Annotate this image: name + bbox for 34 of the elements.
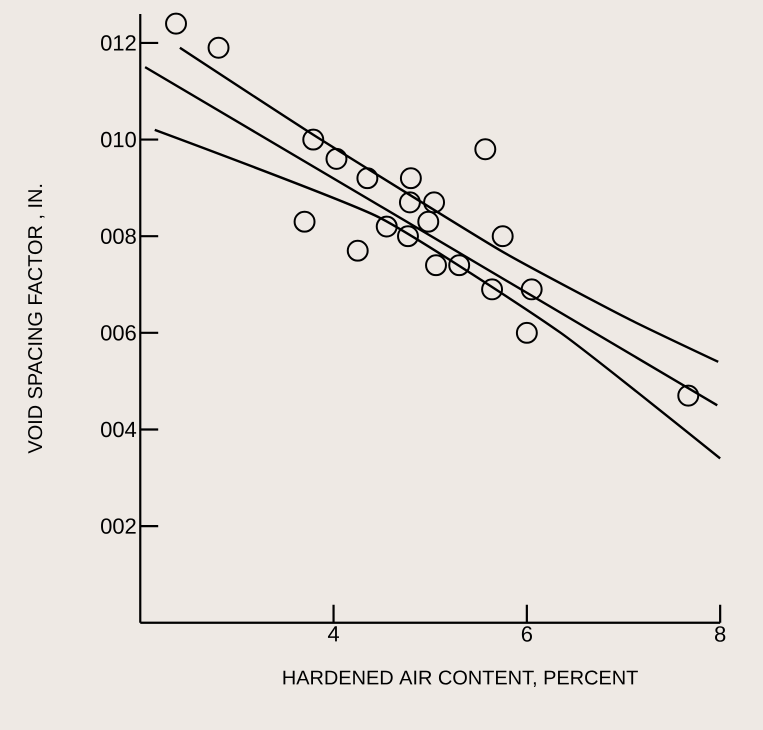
y-tick-label: 004: [101, 422, 136, 438]
point: [520, 278, 543, 300]
y-tick-label: 002: [101, 518, 136, 534]
point: [208, 36, 230, 59]
point: [302, 128, 324, 150]
point: [417, 210, 440, 232]
line-series: [154, 128, 722, 460]
point: [677, 384, 700, 406]
y-tick-label: 008: [101, 228, 136, 244]
point: [400, 167, 422, 190]
point: [356, 167, 378, 190]
point: [448, 254, 470, 276]
line-series: [178, 46, 720, 363]
point: [325, 148, 348, 170]
y-tick-label: 006: [101, 324, 136, 340]
point: [376, 215, 398, 238]
point: [346, 240, 369, 262]
x-axis-title: HARDENED AIR CONTENT, PERCENT: [283, 670, 638, 687]
point: [492, 225, 514, 247]
y-axis-title: VOID SPACING FACTOR , IN.: [28, 184, 45, 454]
point: [425, 254, 447, 276]
point: [165, 12, 187, 34]
point: [516, 322, 538, 344]
y-tick-label: 012: [101, 35, 136, 51]
x-tick-label: 6: [522, 626, 532, 642]
point: [397, 225, 419, 247]
point: [481, 278, 504, 300]
y-tick-label: 010: [101, 132, 136, 148]
point: [423, 191, 446, 214]
point: [294, 210, 316, 232]
x-tick-label: 4: [328, 626, 340, 642]
point: [474, 138, 496, 160]
x-tick-label: 8: [715, 626, 726, 642]
point: [398, 191, 421, 214]
